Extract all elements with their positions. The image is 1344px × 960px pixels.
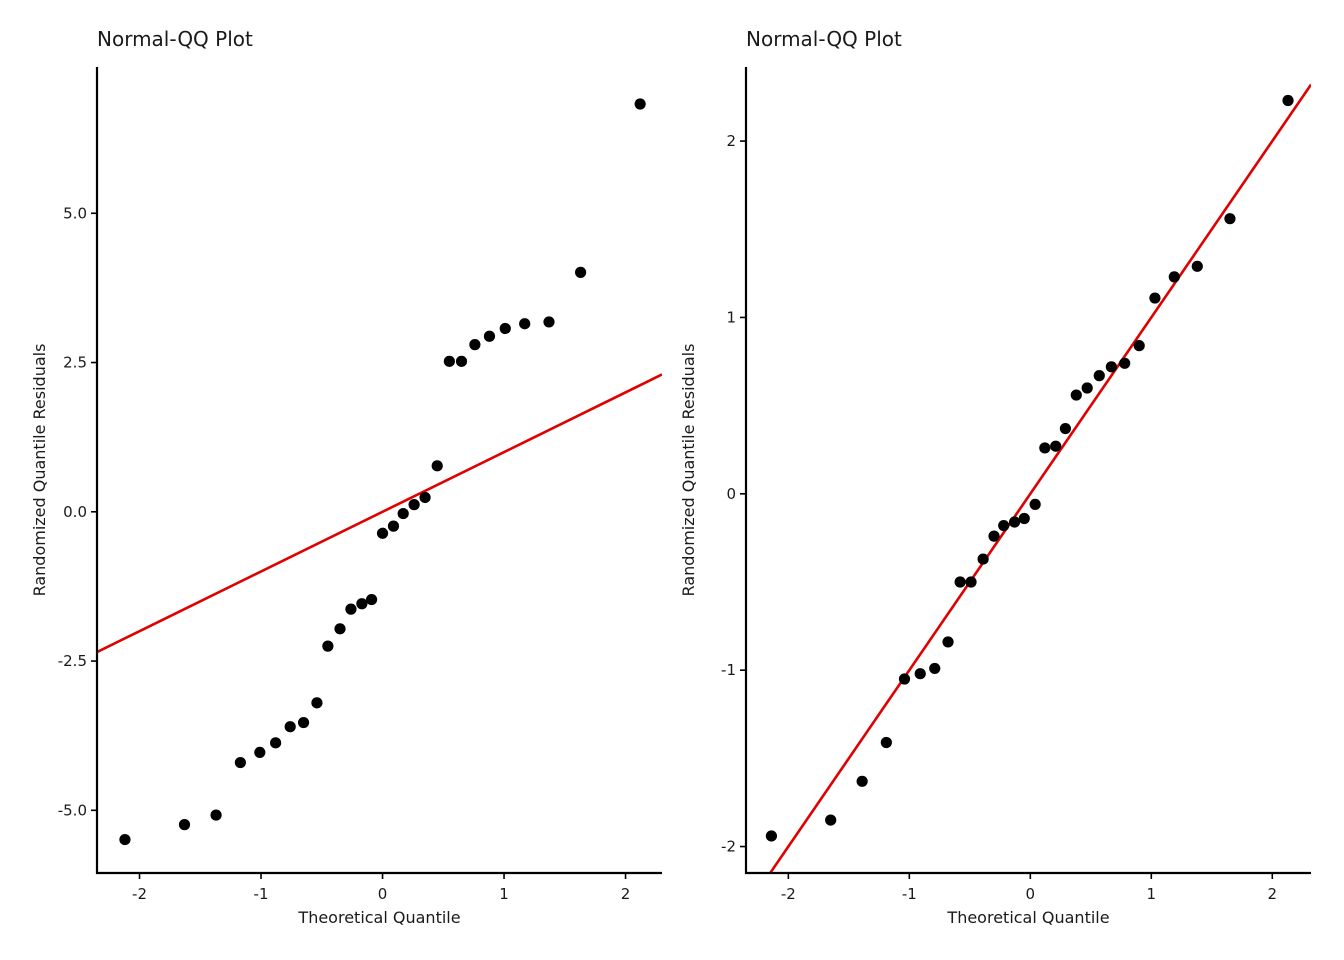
data-point	[1168, 271, 1180, 283]
data-point	[397, 507, 409, 520]
data-point	[825, 814, 837, 826]
y-tick-label: 5.0	[63, 204, 87, 222]
data-point	[765, 830, 778, 842]
chart-title: Normal-QQ Plot	[746, 27, 902, 51]
qq-plot-right: Normal-QQ Plot -2 -1 0 1 2 -2 -1 0 1 2 Theoretical …	[679, 27, 1311, 927]
x-tick-label: 2	[1268, 885, 1278, 903]
data-point	[408, 499, 420, 511]
x-tick-label: -2	[781, 885, 796, 903]
data-point	[543, 316, 555, 328]
data-point	[469, 339, 481, 351]
y-tick-label: -2.5	[58, 652, 87, 670]
qq-plot-left: Normal-QQ Plot -2 -1 0 1 2 -5.0 -2.5 0.0 2.5 5.0 Th…	[30, 27, 662, 927]
data-point	[898, 673, 911, 685]
data-point	[519, 318, 531, 330]
reference-line	[768, 83, 1311, 873]
x-tick-label: -1	[902, 885, 917, 903]
data-point	[634, 98, 646, 110]
data-point	[1039, 442, 1051, 454]
data-point	[254, 746, 266, 758]
data-point	[284, 721, 296, 733]
data-point	[1018, 512, 1030, 525]
data-point	[1105, 361, 1117, 373]
x-tick-label: 1	[1147, 885, 1157, 903]
data-point	[965, 576, 977, 588]
data-point	[234, 756, 246, 769]
x-axis-title: Theoretical Quantile	[946, 908, 1109, 927]
data-point	[431, 460, 443, 472]
data-point	[345, 603, 357, 615]
data-point	[366, 593, 378, 606]
x-tick-label: 1	[499, 885, 509, 903]
data-point	[988, 530, 1000, 542]
data-point	[1093, 370, 1105, 382]
x-axis-title: Theoretical Quantile	[297, 908, 460, 927]
data-point	[977, 553, 989, 565]
x-tick-label: -2	[132, 885, 147, 903]
data-point	[499, 322, 511, 335]
x-tick-label: 0	[1026, 885, 1036, 903]
data-point	[1050, 440, 1062, 452]
x-tick-label: 0	[378, 885, 388, 903]
data-point	[311, 697, 323, 709]
y-tick-label: -5.0	[58, 801, 87, 819]
data-point	[1149, 292, 1161, 304]
data-point	[574, 266, 587, 278]
data-point	[483, 330, 496, 342]
data-point	[1191, 260, 1203, 272]
y-tick-label: -1	[721, 661, 736, 679]
data-point	[1059, 422, 1072, 435]
data-point	[1029, 498, 1041, 510]
data-point	[856, 775, 868, 787]
data-point	[210, 809, 222, 821]
data-point	[954, 576, 966, 588]
x-tick-label: -1	[254, 885, 269, 903]
y-axis-title: Randomized Quantile Residuals	[679, 344, 698, 597]
data-point	[914, 668, 926, 680]
data-point	[334, 623, 346, 635]
y-tick-label: 0.0	[63, 503, 87, 521]
data-point	[998, 519, 1010, 532]
data-point	[322, 640, 334, 652]
data-point	[929, 662, 941, 675]
data-point	[1133, 340, 1145, 352]
data-point	[1008, 516, 1021, 528]
data-point	[1282, 94, 1294, 107]
y-axis-title: Randomized Quantile Residuals	[30, 344, 49, 597]
data-point	[1081, 382, 1093, 394]
data-point	[356, 598, 368, 610]
x-tick-label: 2	[621, 885, 631, 903]
data-point	[880, 736, 892, 749]
y-tick-label: -2	[721, 838, 736, 856]
data-point	[1224, 213, 1236, 225]
data-point	[297, 716, 310, 729]
data-point	[376, 527, 389, 539]
data-point	[942, 636, 954, 648]
reference-line	[97, 373, 662, 654]
data-point	[387, 520, 400, 532]
data-point	[119, 833, 131, 846]
data-point	[1119, 357, 1131, 369]
data-point	[1070, 389, 1082, 401]
data-point	[443, 355, 455, 367]
y-tick-label: 1	[726, 308, 736, 326]
y-tick-label: 2.5	[63, 354, 87, 372]
data-point	[178, 819, 191, 831]
y-tick-label: 2	[726, 132, 736, 150]
y-tick-label: 0	[726, 485, 736, 503]
data-point	[419, 491, 431, 504]
data-point	[455, 355, 468, 367]
data-point	[270, 737, 282, 749]
chart-title: Normal-QQ Plot	[97, 27, 253, 51]
